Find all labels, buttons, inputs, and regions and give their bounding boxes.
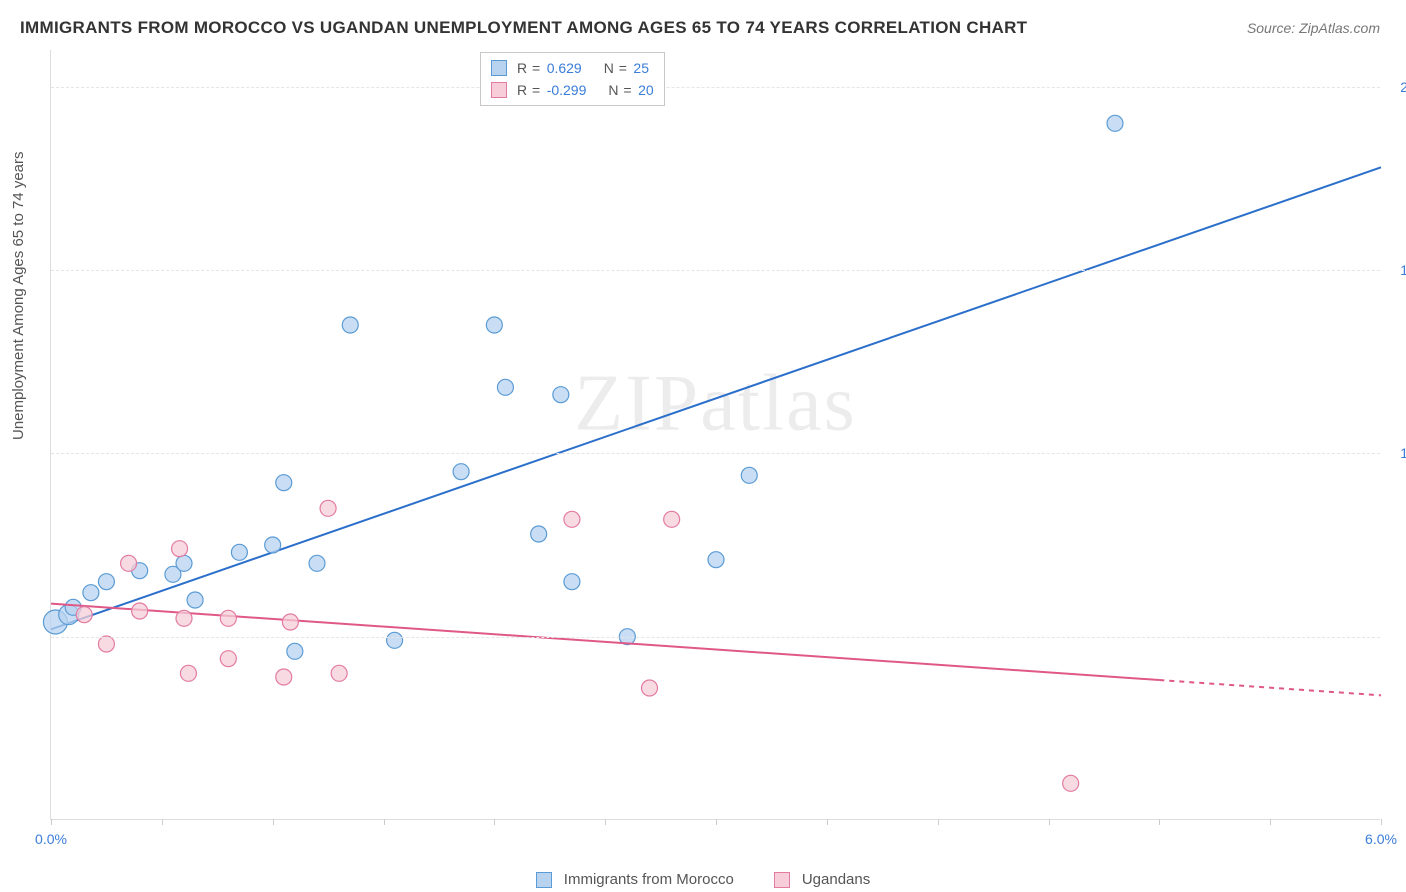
data-point-1: [176, 610, 192, 626]
data-point-1: [98, 636, 114, 652]
stats-legend-box: R = 0.629 N = 25 R = -0.299 N = 20: [480, 52, 665, 106]
x-tick: [605, 819, 606, 825]
y-tick-label: 20.0%: [1390, 79, 1406, 95]
data-point-0: [309, 555, 325, 571]
stats-N-value-0: 25: [633, 60, 649, 76]
data-point-0: [98, 574, 114, 590]
x-tick: [273, 819, 274, 825]
data-point-0: [176, 555, 192, 571]
x-tick: [716, 819, 717, 825]
legend-swatch-1: [774, 872, 790, 888]
trend-line-1: [51, 604, 1159, 680]
data-point-0: [265, 537, 281, 553]
y-tick-label: 5.0%: [1390, 629, 1406, 645]
bottom-legend: Immigrants from Morocco Ugandans: [0, 871, 1406, 888]
data-point-0: [387, 632, 403, 648]
data-point-0: [564, 574, 580, 590]
x-tick: [1159, 819, 1160, 825]
data-point-0: [741, 467, 757, 483]
data-point-0: [497, 379, 513, 395]
legend-item-0: Immigrants from Morocco: [536, 871, 734, 888]
data-point-1: [331, 665, 347, 681]
stats-R-label: R =: [517, 82, 541, 98]
stats-N-label: N =: [604, 60, 628, 76]
data-point-1: [642, 680, 658, 696]
data-point-0: [187, 592, 203, 608]
chart-title: IMMIGRANTS FROM MOROCCO VS UGANDAN UNEMP…: [20, 18, 1027, 38]
x-tick-label: 6.0%: [1365, 831, 1397, 847]
x-tick: [827, 819, 828, 825]
x-tick: [51, 819, 52, 825]
data-point-1: [180, 665, 196, 681]
x-tick: [384, 819, 385, 825]
data-point-0: [708, 552, 724, 568]
swatch-series-1: [491, 82, 507, 98]
stats-R-label: R =: [517, 60, 541, 76]
gridline: [51, 87, 1380, 88]
data-point-1: [1063, 775, 1079, 791]
data-point-0: [1107, 115, 1123, 131]
x-tick: [1049, 819, 1050, 825]
trend-line-dashed-1: [1159, 680, 1381, 695]
data-point-1: [282, 614, 298, 630]
stats-R-value-1: -0.299: [547, 82, 587, 98]
legend-label-0: Immigrants from Morocco: [564, 871, 734, 888]
x-tick: [938, 819, 939, 825]
chart-svg: [51, 50, 1380, 819]
y-tick-label: 10.0%: [1390, 445, 1406, 461]
x-tick: [1270, 819, 1271, 825]
data-point-1: [220, 610, 236, 626]
swatch-series-0: [491, 60, 507, 76]
gridline: [51, 453, 1380, 454]
y-axis-label: Unemployment Among Ages 65 to 74 years: [10, 151, 27, 440]
data-point-0: [342, 317, 358, 333]
data-point-1: [320, 500, 336, 516]
stats-N-value-1: 20: [638, 82, 654, 98]
x-tick: [162, 819, 163, 825]
data-point-0: [287, 643, 303, 659]
data-point-0: [83, 585, 99, 601]
data-point-0: [276, 475, 292, 491]
data-point-1: [220, 651, 236, 667]
y-tick-label: 15.0%: [1390, 262, 1406, 278]
data-point-0: [453, 464, 469, 480]
source-attribution: Source: ZipAtlas.com: [1247, 20, 1380, 36]
data-point-1: [564, 511, 580, 527]
gridline: [51, 637, 1380, 638]
data-point-1: [664, 511, 680, 527]
stats-row-series-0: R = 0.629 N = 25: [491, 57, 654, 79]
data-point-1: [276, 669, 292, 685]
x-tick-label: 0.0%: [35, 831, 67, 847]
plot-area: ZIPatlas 5.0%10.0%15.0%20.0%0.0%6.0%: [50, 50, 1380, 820]
data-point-1: [172, 541, 188, 557]
x-tick: [1381, 819, 1382, 825]
data-point-1: [76, 607, 92, 623]
legend-item-1: Ugandans: [774, 871, 870, 888]
data-point-1: [121, 555, 137, 571]
x-tick: [494, 819, 495, 825]
data-point-0: [553, 387, 569, 403]
data-point-1: [132, 603, 148, 619]
gridline: [51, 270, 1380, 271]
stats-R-value-0: 0.629: [547, 60, 582, 76]
legend-label-1: Ugandans: [802, 871, 870, 888]
stats-row-series-1: R = -0.299 N = 20: [491, 79, 654, 101]
data-point-0: [486, 317, 502, 333]
stats-N-label: N =: [608, 82, 632, 98]
legend-swatch-0: [536, 872, 552, 888]
data-point-0: [531, 526, 547, 542]
data-point-0: [231, 544, 247, 560]
